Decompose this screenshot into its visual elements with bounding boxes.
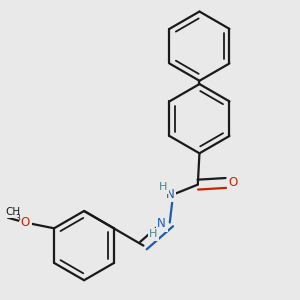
- Text: O: O: [21, 216, 30, 229]
- Text: 3: 3: [16, 214, 20, 223]
- Text: N: N: [157, 217, 166, 230]
- Text: CH: CH: [5, 207, 20, 217]
- Text: H: H: [149, 230, 158, 239]
- Text: O: O: [229, 176, 238, 189]
- Text: N: N: [166, 188, 175, 201]
- Text: H: H: [159, 182, 168, 192]
